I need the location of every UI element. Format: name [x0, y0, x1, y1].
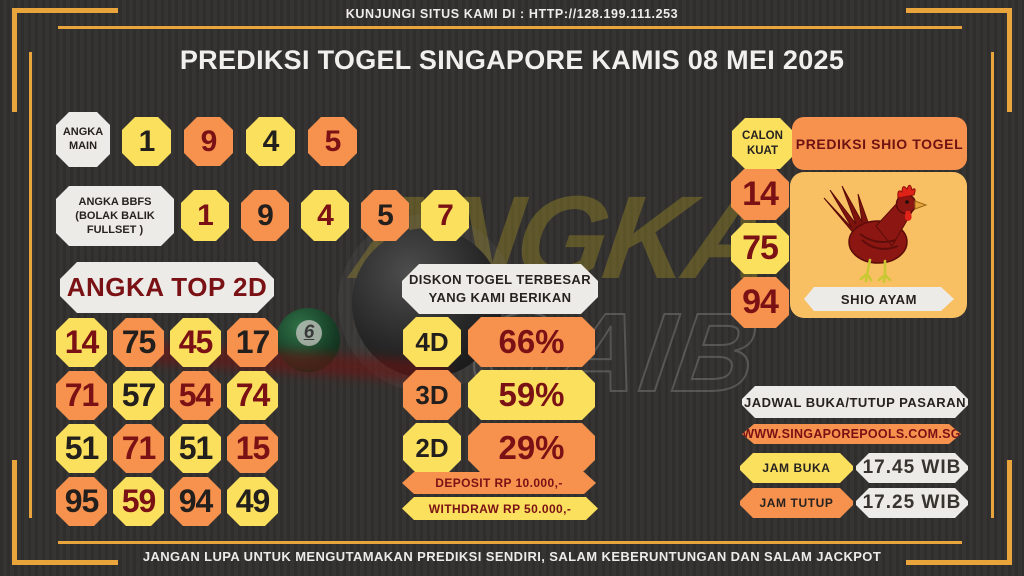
diskon-percentage: 66% [468, 317, 595, 367]
frame-line-left [29, 52, 32, 518]
jadwal-title: JADWAL BUKA/TUTUP PASARAN [742, 386, 968, 418]
angka-main-label: ANGKA MAIN [56, 112, 110, 167]
diskon-percentage: 29% [468, 423, 595, 473]
angka-bbfs-number: 5 [361, 190, 409, 241]
angka-bbfs-number: 9 [241, 190, 289, 241]
top-2d-number: 15 [227, 424, 278, 473]
shio-number: 94 [731, 277, 789, 328]
jadwal-row: JAM TUTUP 17.25 WIB [740, 488, 968, 518]
frame-line-right [991, 52, 994, 518]
diskon-row: 4D 66% [403, 317, 595, 367]
withdraw-band: WITHDRAW RP 50.000,- [402, 497, 598, 520]
shio-panel: SHIO AYAM [790, 172, 967, 318]
top-2d-number: 45 [170, 318, 221, 367]
top-2d-number: 75 [113, 318, 164, 367]
website-link[interactable]: WWW.SINGAPOREPOOLS.COM.SG [742, 424, 961, 444]
shio-number: 75 [731, 223, 789, 274]
calon-kuat-label: CALON KUAT [732, 118, 793, 169]
angka-main-number: 4 [246, 117, 295, 166]
deposit-band: DEPOSIT RP 10.000,- [402, 472, 596, 494]
angka-main-number: 1 [122, 117, 171, 166]
frame-corner-br [1007, 460, 1012, 565]
top-2d-number: 95 [56, 477, 107, 526]
top-2d-number: 94 [170, 477, 221, 526]
top-2d-number: 74 [227, 371, 278, 420]
frame-corner-tl [12, 8, 118, 13]
jadwal-row: JAM BUKA 17.45 WIB [740, 453, 968, 483]
top-2d-number: 49 [227, 477, 278, 526]
diskon-type-label: 4D [403, 317, 461, 367]
jadwal-rows: JAM BUKA 17.45 WIB JAM TUTUP 17.25 WIB [740, 453, 968, 518]
angka-bbfs-number: 7 [421, 190, 469, 241]
angka-bbfs-number: 4 [301, 190, 349, 241]
frame-corner-bl [12, 560, 118, 565]
diskon-type-label: 2D [403, 423, 461, 473]
frame-corner-tr [906, 8, 1012, 13]
prediksi-shio-header: PREDIKSI SHIO TOGEL [792, 117, 967, 170]
top-2d-number: 71 [113, 424, 164, 473]
billiard-6-ball-number: 6 [296, 320, 322, 346]
angka-main-number: 5 [308, 117, 357, 166]
angka-top-2d-title: ANGKA TOP 2D [60, 262, 274, 313]
diskon-title: DISKON TOGEL TERBESAR YANG KAMI BERIKAN [402, 264, 598, 314]
frame-line-top [58, 26, 962, 29]
angka-bbfs-number: 1 [181, 190, 229, 241]
diskon-percentage: 59% [468, 370, 595, 420]
diskon-type-label: 3D [403, 370, 461, 420]
rooster-icon [823, 184, 928, 284]
frame-corner-tl [12, 8, 17, 112]
diskon-row: 3D 59% [403, 370, 595, 420]
angka-top-2d-grid: 14 75 45 17 71 57 54 74 51 71 51 15 95 59 94 49 [56, 318, 278, 526]
top-2d-number: 59 [113, 477, 164, 526]
top-2d-number: 51 [170, 424, 221, 473]
footer-note: JANGAN LUPA UNTUK MENGUTAMAKAN PREDIKSI … [142, 549, 882, 564]
frame-corner-br [906, 560, 1012, 565]
jadwal-time: 17.25 WIB [856, 488, 968, 518]
top-2d-number: 17 [227, 318, 278, 367]
frame-corner-tr [1007, 8, 1012, 112]
top-2d-number: 54 [170, 371, 221, 420]
shio-ayam-label: SHIO AYAM [804, 287, 954, 311]
jadwal-label: JAM TUTUP [740, 488, 853, 518]
page-title: PREDIKSI TOGEL SINGAPORE KAMIS 08 MEI 20… [179, 45, 845, 75]
top-2d-number: 51 [56, 424, 107, 473]
angka-bbfs-label: ANGKA BBFS (BOLAK BALIK FULLSET ) [56, 186, 174, 246]
top-2d-number: 71 [56, 371, 107, 420]
site-url-banner[interactable]: KUNJUNGI SITUS KAMI DI : HTTP://128.199.… [345, 7, 679, 21]
frame-corner-bl [12, 460, 17, 565]
shio-numbers: 14 75 94 [731, 169, 789, 328]
diskon-rows: 4D 66% 3D 59% 2D 29% [403, 317, 595, 473]
top-2d-number: 57 [113, 371, 164, 420]
jadwal-label: JAM BUKA [740, 453, 853, 483]
angka-main-number: 9 [184, 117, 233, 166]
shio-number: 14 [731, 169, 789, 220]
jadwal-time: 17.45 WIB [856, 453, 968, 483]
frame-line-bottom [58, 541, 962, 544]
top-2d-number: 14 [56, 318, 107, 367]
diskon-row: 2D 29% [403, 423, 595, 473]
